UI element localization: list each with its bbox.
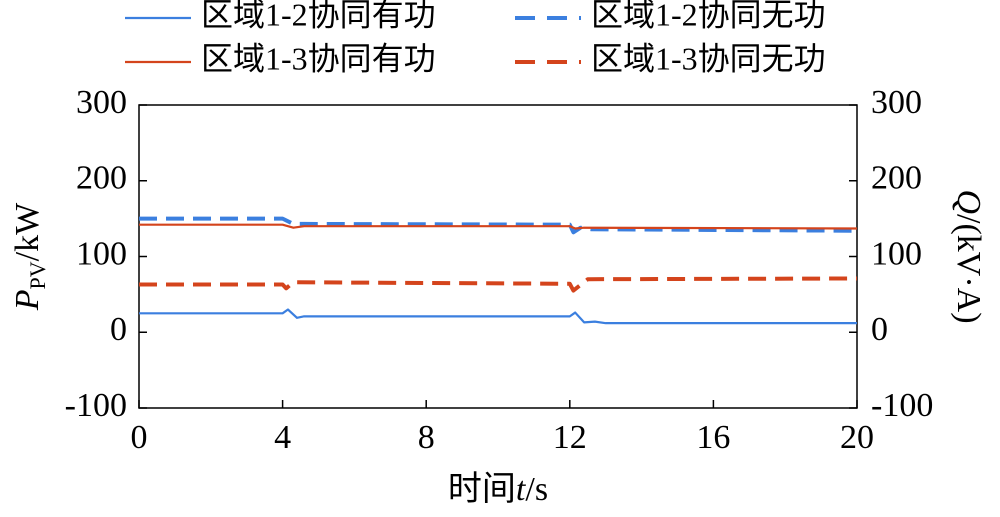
- plot-frame: [138, 104, 858, 409]
- y2-label-symbol: Q: [950, 189, 987, 214]
- series-line: [139, 216, 858, 235]
- y2-tick-label: 0: [871, 311, 888, 348]
- y2-label-unit: /(kV·A): [950, 214, 987, 324]
- y2-tick-label: 200: [871, 160, 922, 197]
- y-axis-label: PPV/kW: [9, 202, 50, 311]
- y-tick-label: 100: [76, 235, 127, 272]
- legend-label: 区域1-3协同无功: [591, 40, 826, 76]
- x-tick-label: 12: [553, 419, 587, 456]
- x-tick-label: 4: [274, 419, 291, 456]
- y2-tick-label: 300: [871, 84, 922, 121]
- series-line: [139, 308, 857, 325]
- x-label-unit: /s: [525, 471, 548, 508]
- x-label-text: 时间: [448, 471, 516, 508]
- legend-label: 区域1-2协同无功: [591, 0, 826, 32]
- y2-axis-label: Q/(kV·A): [950, 189, 987, 323]
- y-tick-label: -100: [65, 387, 127, 424]
- x-tick-label: 16: [696, 419, 730, 456]
- legend-label: 区域1-2协同有功: [201, 0, 436, 32]
- y2-tick-label: 100: [871, 235, 922, 272]
- x-tick-label: 0: [131, 419, 148, 456]
- y-tick-label: 0: [110, 311, 127, 348]
- series-line: [139, 276, 858, 293]
- x-tick-label: 8: [418, 419, 435, 456]
- x-axis-label: 时间t/s: [448, 471, 548, 508]
- x-tick-label: 20: [840, 419, 874, 456]
- y-tick-label: 300: [76, 84, 127, 121]
- y-label-unit: /kW: [9, 202, 46, 261]
- x-label-symbol: t: [516, 471, 527, 508]
- y-label-symbol: P: [9, 289, 46, 311]
- series-line: [139, 223, 858, 230]
- legend-label: 区域1-3协同有功: [201, 40, 436, 76]
- y2-tick-label: -100: [871, 387, 933, 424]
- y-tick-label: 200: [76, 160, 127, 197]
- y-label-subscript: PV: [25, 261, 50, 289]
